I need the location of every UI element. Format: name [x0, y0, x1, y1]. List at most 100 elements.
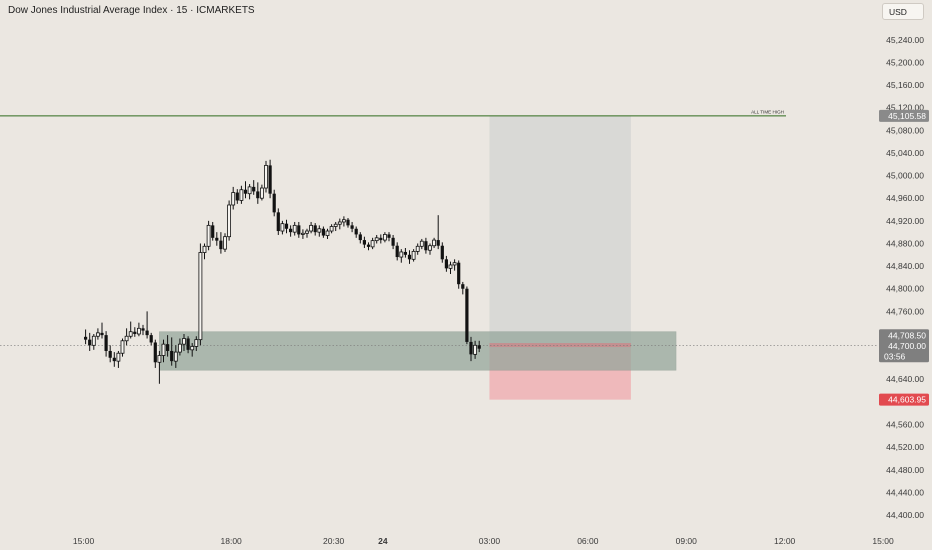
candle-bullish — [259, 187, 264, 199]
candle-bullish — [325, 230, 330, 236]
time-tick-label: 12:00 — [774, 536, 796, 546]
current-high-label: 44,708.50 — [888, 330, 926, 340]
candle-bearish — [272, 193, 276, 213]
price-tick-label: 44,760.00 — [886, 306, 924, 316]
price-tick-label: 44,560.00 — [886, 420, 924, 430]
current-price-label: 44,700.00 — [888, 341, 926, 351]
all-time-high-label: ALL TIME HIGH — [751, 109, 784, 114]
candle-bullish — [473, 344, 478, 355]
price-tick-label: 45,120.00 — [886, 103, 924, 113]
candle-bearish — [366, 244, 371, 247]
candle-bullish — [341, 219, 346, 223]
price-tick-label: 44,640.00 — [886, 374, 924, 384]
candle-bearish — [104, 335, 108, 351]
ath-price-label: 45,105.58 — [888, 111, 926, 121]
candle-bearish — [346, 219, 350, 226]
time-tick-label: 03:00 — [479, 536, 501, 546]
price-tick-label: 44,920.00 — [886, 216, 924, 226]
candle-bearish — [403, 251, 407, 255]
time-tick-label: 20:30 — [323, 536, 345, 546]
candle-bearish — [88, 339, 92, 346]
candle-bullish — [333, 223, 338, 227]
candle-bearish — [215, 237, 219, 241]
time-tick-label: 06:00 — [577, 536, 599, 546]
time-axis[interactable]: 12:0015:0018:0020:302403:0006:0009:0012:… — [0, 536, 932, 546]
candle-bearish — [84, 336, 88, 340]
price-axis[interactable]: 45,240.00 45,200.00 45,160.00 45,120.00 45,0… — [886, 35, 924, 520]
candle-bullish — [264, 164, 268, 189]
time-tick-label: 15:00 — [872, 536, 894, 546]
candle-bearish — [186, 338, 190, 350]
candle-bullish — [370, 240, 375, 248]
candle-bullish — [300, 232, 305, 235]
ath-price-label-bg — [879, 109, 929, 122]
candle-bearish — [268, 165, 272, 194]
candle-bullish — [432, 239, 437, 247]
chart-zones — [159, 115, 677, 400]
candle-bullish — [305, 230, 309, 234]
candle-bullish — [91, 335, 96, 346]
time-tick-label: 18:00 — [221, 536, 243, 546]
candle-bearish — [256, 191, 260, 199]
price-tick-label: 45,200.00 — [886, 57, 924, 67]
price-tick-label: 44,400.00 — [886, 510, 924, 520]
candle-bullish — [280, 223, 285, 232]
candle-bullish — [239, 189, 244, 201]
price-tick-label: 45,080.00 — [886, 125, 924, 135]
candle-bearish — [469, 341, 473, 355]
price-tick-label: 45,160.00 — [886, 80, 924, 90]
candle-bullish — [124, 335, 129, 342]
candle-bearish — [461, 284, 465, 289]
time-tick-label: 24 — [378, 536, 388, 546]
price-tick-label: 44,960.00 — [886, 193, 924, 203]
candle-bullish — [157, 355, 162, 363]
candle-bearish — [354, 228, 358, 235]
candle-bullish — [448, 264, 453, 269]
candle-bullish — [182, 338, 186, 345]
candle-bearish — [350, 225, 354, 229]
stop-price-label: 44,603.95 — [888, 395, 926, 405]
price-labels: 45,105.58 44,603.95 44,708.5044,700.0003:5… — [879, 109, 929, 406]
candle-bearish — [211, 225, 215, 238]
price-tick-label: 44,840.00 — [886, 261, 924, 271]
current-price-bg — [879, 329, 929, 363]
candle-bullish — [173, 351, 178, 362]
candles — [84, 159, 481, 384]
time-tick-label: 15:00 — [73, 536, 95, 546]
price-tick-label: 44,440.00 — [886, 487, 924, 497]
candle-bullish — [428, 245, 432, 251]
candle-bullish — [399, 251, 404, 258]
candle-bullish — [382, 234, 387, 241]
time-tick-label: 09:00 — [676, 536, 698, 546]
candle-bullish — [128, 331, 133, 337]
candle-bearish — [112, 357, 116, 362]
currency-selector-button[interactable]: USD — [882, 3, 924, 20]
demand-zone — [159, 331, 677, 371]
candle-bullish — [177, 343, 182, 353]
target-zone — [489, 115, 631, 346]
candle-bullish — [190, 346, 195, 351]
candle-bearish — [166, 344, 170, 351]
candle-bullish — [96, 332, 100, 337]
candle-bearish — [391, 237, 395, 246]
candle-bearish — [477, 345, 481, 349]
candle-bullish — [329, 226, 334, 232]
candle-bearish — [100, 332, 104, 336]
candle-bullish — [223, 236, 227, 250]
candle-bearish — [444, 259, 448, 269]
candle-bullish — [247, 186, 252, 195]
candle-bearish — [321, 228, 325, 236]
price-tick-label: 44,480.00 — [886, 465, 924, 475]
candle-bearish — [457, 262, 461, 285]
candle-bearish — [108, 350, 112, 358]
candle-bearish — [133, 331, 137, 334]
candle-bearish — [284, 223, 289, 229]
candle-bullish — [231, 192, 236, 206]
candle-bearish — [395, 245, 399, 258]
candle-bullish — [161, 343, 166, 356]
candle-bearish — [465, 288, 469, 342]
candle-bearish — [379, 237, 383, 241]
candle-bearish — [170, 350, 174, 362]
candle-bullish — [419, 240, 424, 247]
